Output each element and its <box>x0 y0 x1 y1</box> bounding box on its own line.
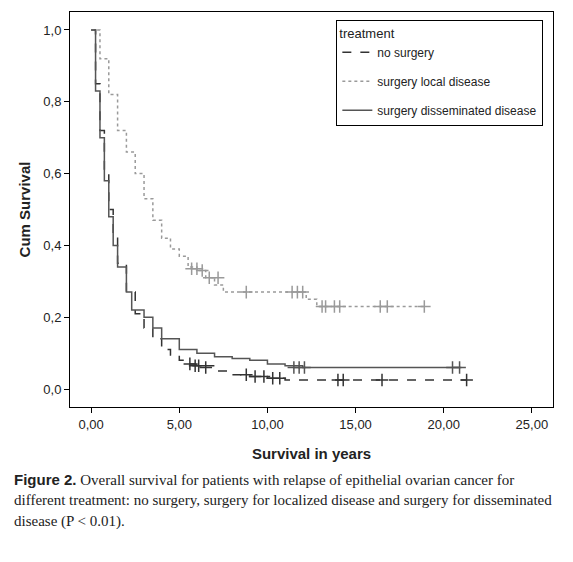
svg-text:Survival in years: Survival in years <box>252 445 371 462</box>
html-text:Figure 2. Overall survival for: Figure 2. Overall survival for patients … <box>14 471 552 529</box>
svg-text:0,2: 0,2 <box>43 310 61 325</box>
svg-text:10,00: 10,00 <box>251 417 284 432</box>
svg-text:surgery local disease: surgery local disease <box>377 75 490 89</box>
svg-text:treatment: treatment <box>339 26 394 41</box>
svg-text:20,00: 20,00 <box>427 417 460 432</box>
svg-text:1,0: 1,0 <box>43 23 61 38</box>
svg-text:0,6: 0,6 <box>43 166 61 181</box>
svg-text:0,00: 0,00 <box>78 417 103 432</box>
svg-text:no surgery: no surgery <box>377 46 434 60</box>
svg-text:surgery disseminated disease: surgery disseminated disease <box>377 104 536 118</box>
svg-text:0,4: 0,4 <box>43 238 61 253</box>
svg-text:5,00: 5,00 <box>167 417 192 432</box>
svg-text:0,8: 0,8 <box>43 94 61 109</box>
svg-text:0,0: 0,0 <box>43 382 61 397</box>
svg-text:15,00: 15,00 <box>339 417 372 432</box>
svg-text:25,00: 25,00 <box>516 417 549 432</box>
svg-text:Cum Survival: Cum Survival <box>16 162 33 258</box>
